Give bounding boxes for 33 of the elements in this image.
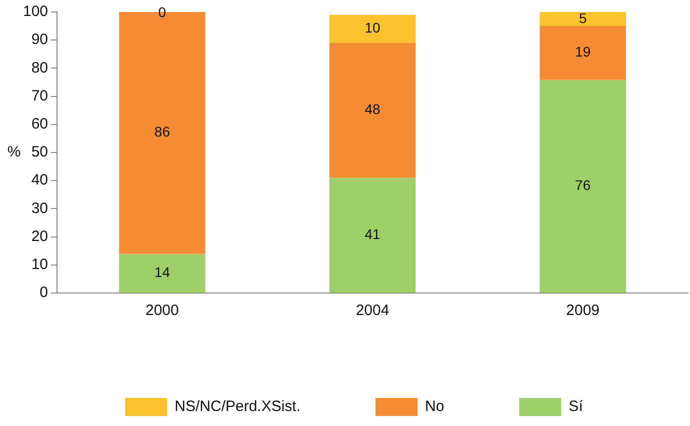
data-label: 76 bbox=[575, 176, 591, 193]
y-tick-label: 60 bbox=[31, 116, 48, 133]
y-tick-label: 80 bbox=[31, 59, 48, 76]
legend-label: NS/NC/Perd.XSist. bbox=[174, 398, 301, 416]
data-label: 14 bbox=[154, 264, 170, 280]
x-tick-label: 2009 bbox=[566, 302, 600, 320]
x-tick-label: 2004 bbox=[356, 302, 390, 320]
data-label: 41 bbox=[364, 226, 381, 242]
y-tick-label: 90 bbox=[31, 31, 48, 48]
y-tick-label: 70 bbox=[31, 87, 48, 104]
y-tick-label: 100 bbox=[22, 3, 48, 20]
data-label: 5 bbox=[578, 10, 587, 26]
y-tick-label: 20 bbox=[31, 228, 48, 245]
y-tick-label: 40 bbox=[31, 172, 48, 189]
x-tick-label: 2000 bbox=[146, 302, 179, 320]
y-tick-label: 0 bbox=[40, 284, 48, 302]
y-tick-label: 10 bbox=[31, 256, 48, 274]
y-tick-label: 30 bbox=[31, 200, 48, 217]
data-label: 86 bbox=[154, 124, 170, 140]
y-axis-title: % bbox=[7, 144, 21, 161]
bar bbox=[329, 178, 416, 292]
data-label: 19 bbox=[575, 44, 591, 60]
legend-label: No bbox=[425, 398, 444, 416]
bar bbox=[119, 254, 206, 292]
bar bbox=[540, 79, 626, 292]
data-label: 10 bbox=[364, 20, 381, 36]
bar bbox=[540, 12, 626, 26]
bar bbox=[329, 42, 416, 178]
bar bbox=[540, 26, 626, 80]
y-tick-label: 50 bbox=[31, 144, 48, 161]
legend-label: Sí bbox=[568, 398, 584, 416]
bar bbox=[329, 14, 416, 43]
data-label: 48 bbox=[364, 101, 381, 118]
